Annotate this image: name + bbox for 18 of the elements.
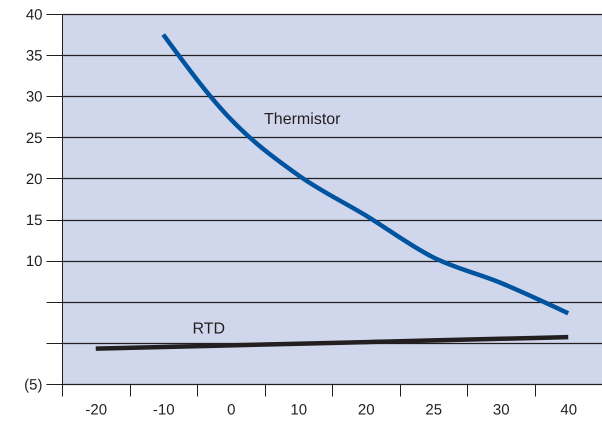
x-tick-label: -10 [152, 402, 175, 418]
series-label: RTD [192, 320, 226, 338]
x-tick-label: 40 [560, 402, 578, 418]
x-tick-label: 20 [358, 402, 375, 418]
y-tick-label: 40 [26, 6, 42, 24]
x-tick-label: 10 [290, 402, 308, 418]
y-tick-label: 15 [26, 212, 42, 230]
x-tick-label: -20 [85, 402, 108, 418]
y-tick-label: (5) [24, 376, 42, 394]
x-tick-label: 0 [227, 402, 236, 418]
series-label: Thermistor [264, 111, 342, 128]
y-tick-label: 25 [26, 130, 42, 147]
y-tick-label: 10 [26, 253, 42, 270]
y-tick-label: 35 [26, 48, 42, 65]
x-tick-label: 25 [425, 402, 442, 418]
x-tick-label: 30 [492, 402, 510, 418]
y-tick-label: 20 [26, 170, 42, 188]
y-tick-label: 30 [26, 88, 42, 106]
